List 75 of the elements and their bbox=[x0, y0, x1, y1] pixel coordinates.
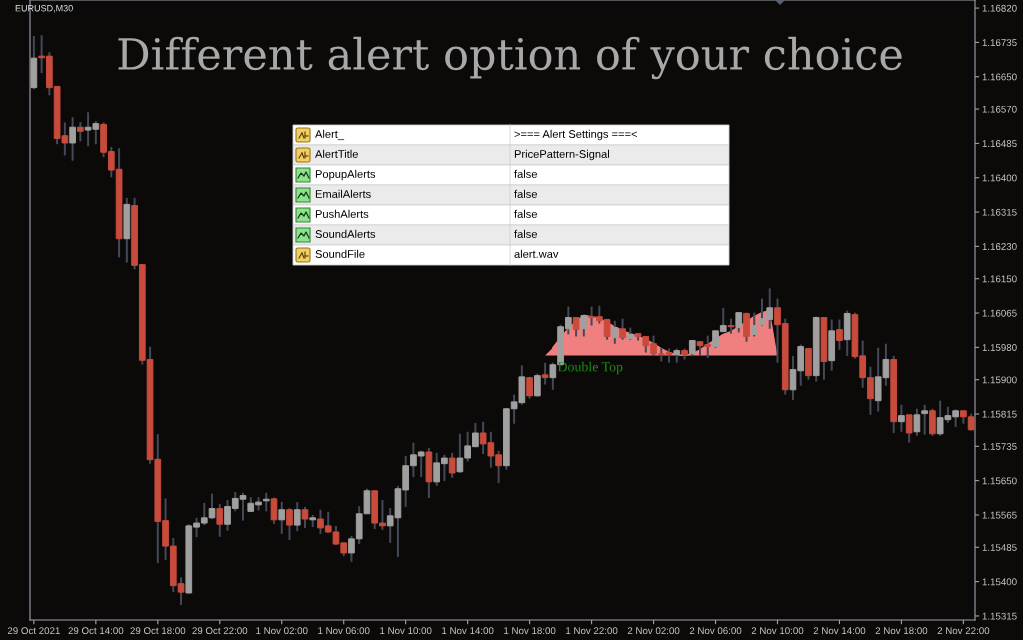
candlestick bbox=[286, 507, 293, 542]
x-tick-label: 2 Nov 10:00 bbox=[751, 627, 804, 635]
candlestick bbox=[572, 316, 580, 338]
candlestick bbox=[278, 501, 286, 535]
candlestick bbox=[541, 361, 549, 386]
candlestick bbox=[929, 407, 936, 437]
y-tick-label: 1.15650 bbox=[982, 477, 1017, 485]
x-tick-label: 1 Nov 18:00 bbox=[504, 627, 556, 635]
y-tick-label: 1.16400 bbox=[982, 174, 1017, 182]
annotation: false bbox=[514, 169, 537, 178]
x-tick-label: 1 Nov 22:00 bbox=[566, 627, 618, 635]
x-tick-label: 1 Nov 10:00 bbox=[380, 627, 432, 635]
candlestick bbox=[836, 318, 843, 351]
y-tick-label: 1.16485 bbox=[982, 140, 1017, 148]
candlestick bbox=[534, 372, 541, 398]
x-tick-label: 2 Nov 14:00 bbox=[813, 627, 866, 635]
annotation: SoundFile bbox=[315, 249, 365, 258]
chart-subtitle: EURUSD,M30 bbox=[15, 5, 73, 13]
y-tick-label: 1.16315 bbox=[982, 208, 1017, 216]
candlestick bbox=[898, 403, 905, 433]
x-tick-label: 29 Oct 18:00 bbox=[130, 627, 186, 635]
x-tick-label: 29 Oct 22:00 bbox=[192, 627, 248, 635]
y-tick-label: 1.16820 bbox=[982, 4, 1017, 12]
x-tick-label: 1 Nov 02:00 bbox=[256, 627, 308, 635]
y-tick-label: 1.16735 bbox=[982, 39, 1017, 47]
candlestick bbox=[619, 317, 626, 341]
annotation: AlertTitle bbox=[315, 149, 358, 158]
x-tick-label: 2 Nov 02:00 bbox=[627, 627, 680, 635]
y-tick-label: 1.16650 bbox=[982, 73, 1017, 81]
candlestick bbox=[270, 496, 278, 525]
y-tick-label: 1.16150 bbox=[982, 275, 1017, 283]
y-tick-label: 1.15400 bbox=[982, 578, 1017, 586]
x-tick-label: 2 Nov 22:00 bbox=[937, 627, 990, 635]
y-tick-label: 1.15735 bbox=[982, 443, 1017, 450]
x-tick-label: 2 Nov 18:00 bbox=[875, 627, 928, 635]
candlestick bbox=[921, 403, 929, 436]
annotation: PopupAlerts bbox=[315, 169, 376, 181]
annotation: EmailAlerts bbox=[315, 189, 371, 198]
candlestick bbox=[301, 505, 309, 529]
annotation: false bbox=[514, 229, 537, 238]
y-tick-label: 1.16065 bbox=[982, 309, 1017, 317]
annotation: Double Top bbox=[557, 361, 623, 375]
annotation: Alert_ bbox=[315, 129, 345, 141]
candlestick bbox=[69, 116, 76, 162]
x-tick-label: 2 Nov 06:00 bbox=[689, 627, 742, 635]
x-tick-label: 1 Nov 06:00 bbox=[318, 627, 370, 635]
y-tick-label: 1.16230 bbox=[982, 243, 1017, 250]
x-tick-label: 29 Oct 14:00 bbox=[68, 627, 124, 635]
candlestick bbox=[448, 451, 456, 479]
annotation: SoundAlerts bbox=[315, 229, 376, 238]
y-tick-label: 1.15315 bbox=[982, 612, 1017, 620]
candlestick bbox=[750, 311, 758, 338]
y-tick-label: 1.15815 bbox=[982, 410, 1017, 418]
candlestick bbox=[905, 413, 913, 444]
y-tick-label: 1.15565 bbox=[982, 511, 1017, 519]
candlestick bbox=[743, 311, 750, 343]
annotation: PushAlerts bbox=[315, 209, 369, 218]
annotation: false bbox=[514, 209, 537, 218]
candlestick bbox=[216, 503, 224, 538]
annotation: >=== Alert Settings ===< bbox=[514, 129, 638, 141]
y-tick-label: 1.15980 bbox=[982, 344, 1017, 351]
candlestick bbox=[76, 120, 84, 143]
y-tick-label: 1.15485 bbox=[982, 544, 1017, 551]
text: Different alert option of your choice bbox=[118, 36, 902, 80]
annotation: PricePattern-Signal bbox=[514, 149, 609, 161]
y-tick-label: 1.15900 bbox=[982, 376, 1017, 384]
candlestick bbox=[293, 501, 301, 533]
candlestick bbox=[735, 311, 743, 334]
annotation: alert.wav bbox=[514, 249, 559, 258]
candlestick bbox=[913, 407, 921, 437]
x-tick-label: 29 Oct 2021 bbox=[7, 627, 60, 635]
y-tick-label: 1.16570 bbox=[982, 105, 1017, 113]
annotation: false bbox=[514, 189, 537, 198]
x-tick-label: 1 Nov 14:00 bbox=[442, 627, 494, 635]
candlestick bbox=[611, 319, 619, 345]
